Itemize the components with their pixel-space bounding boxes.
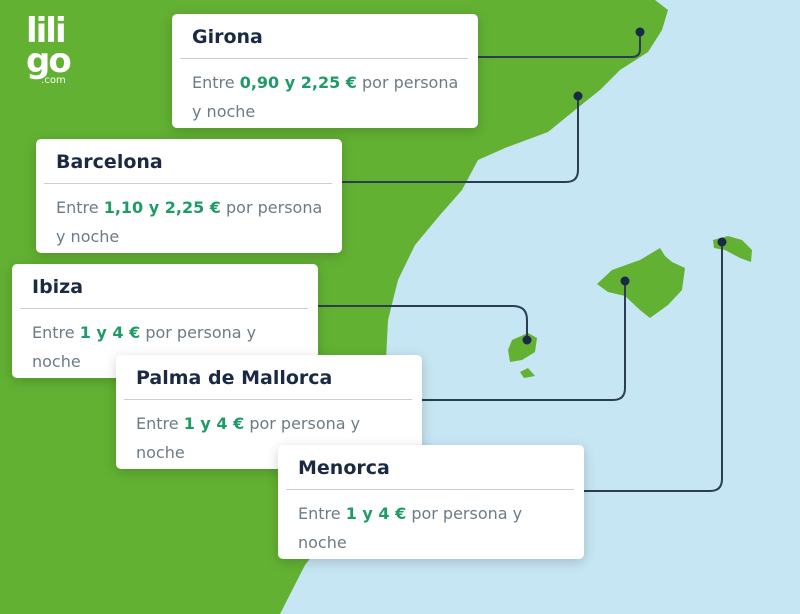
marker-barcelona	[573, 91, 583, 101]
divider	[286, 489, 574, 490]
price-description: Entre 1 y 4 € por persona y noche	[32, 318, 306, 376]
card-menorca: Menorca Entre 1 y 4 € por persona y noch…	[278, 445, 584, 559]
marker-ibiza	[522, 335, 532, 345]
ibiza-island	[508, 333, 537, 362]
marker-girona	[635, 27, 645, 37]
divider	[20, 308, 308, 309]
divider	[124, 399, 412, 400]
destination-name: Menorca	[298, 457, 390, 479]
logo-text: go	[26, 41, 72, 81]
price-range: 1,10 y 2,25 €	[103, 198, 221, 217]
price-prefix: Entre	[32, 323, 80, 342]
divider	[180, 58, 468, 59]
price-prefix: Entre	[298, 504, 346, 523]
price-description: Entre 1 y 4 € por persona y noche	[136, 409, 410, 467]
price-prefix: Entre	[136, 414, 184, 433]
connector-ibiza	[318, 305, 528, 340]
destination-name: Ibiza	[32, 276, 84, 298]
connector-girona	[478, 32, 641, 58]
price-prefix: Entre	[56, 198, 104, 217]
price-description: Entre 1,10 y 2,25 € por persona y noche	[56, 193, 330, 251]
price-range: 1 y 4 €	[183, 414, 245, 433]
formentera-island	[520, 368, 535, 378]
price-description: Entre 0,90 y 2,25 € por persona y noche	[192, 68, 466, 126]
card-barcelona: Barcelona Entre 1,10 y 2,25 € por person…	[36, 139, 342, 253]
connector-menorca	[584, 242, 723, 492]
card-girona: Girona Entre 0,90 y 2,25 € por persona y…	[172, 14, 478, 128]
liligo-logo: lili go .com	[26, 11, 72, 86]
price-suffix: por persona y noche	[192, 73, 459, 121]
logo-text: lili	[26, 11, 67, 51]
card-palma-de-mallorca: Palma de Mallorca Entre 1 y 4 € por pers…	[116, 355, 422, 469]
price-suffix: por persona y noche	[136, 414, 361, 462]
destination-name: Barcelona	[56, 151, 163, 173]
price-description: Entre 1 y 4 € por persona y noche	[298, 499, 572, 557]
price-range: 1 y 4 €	[79, 323, 141, 342]
marker-palma	[620, 276, 630, 286]
divider	[44, 183, 332, 184]
mallorca-island	[597, 248, 685, 318]
connector-palma	[422, 281, 626, 401]
price-prefix: Entre	[192, 73, 240, 92]
price-suffix: por persona y noche	[56, 198, 323, 246]
price-range: 0,90 y 2,25 €	[239, 73, 357, 92]
marker-menorca	[717, 237, 727, 247]
connector-barcelona	[342, 96, 579, 183]
destination-name: Girona	[192, 26, 263, 48]
price-suffix: por persona y noche	[32, 323, 257, 371]
price-suffix: por persona y noche	[298, 504, 523, 552]
price-range: 1 y 4 €	[345, 504, 407, 523]
destination-name: Palma de Mallorca	[136, 367, 333, 389]
logo-domain: .com	[41, 75, 66, 86]
